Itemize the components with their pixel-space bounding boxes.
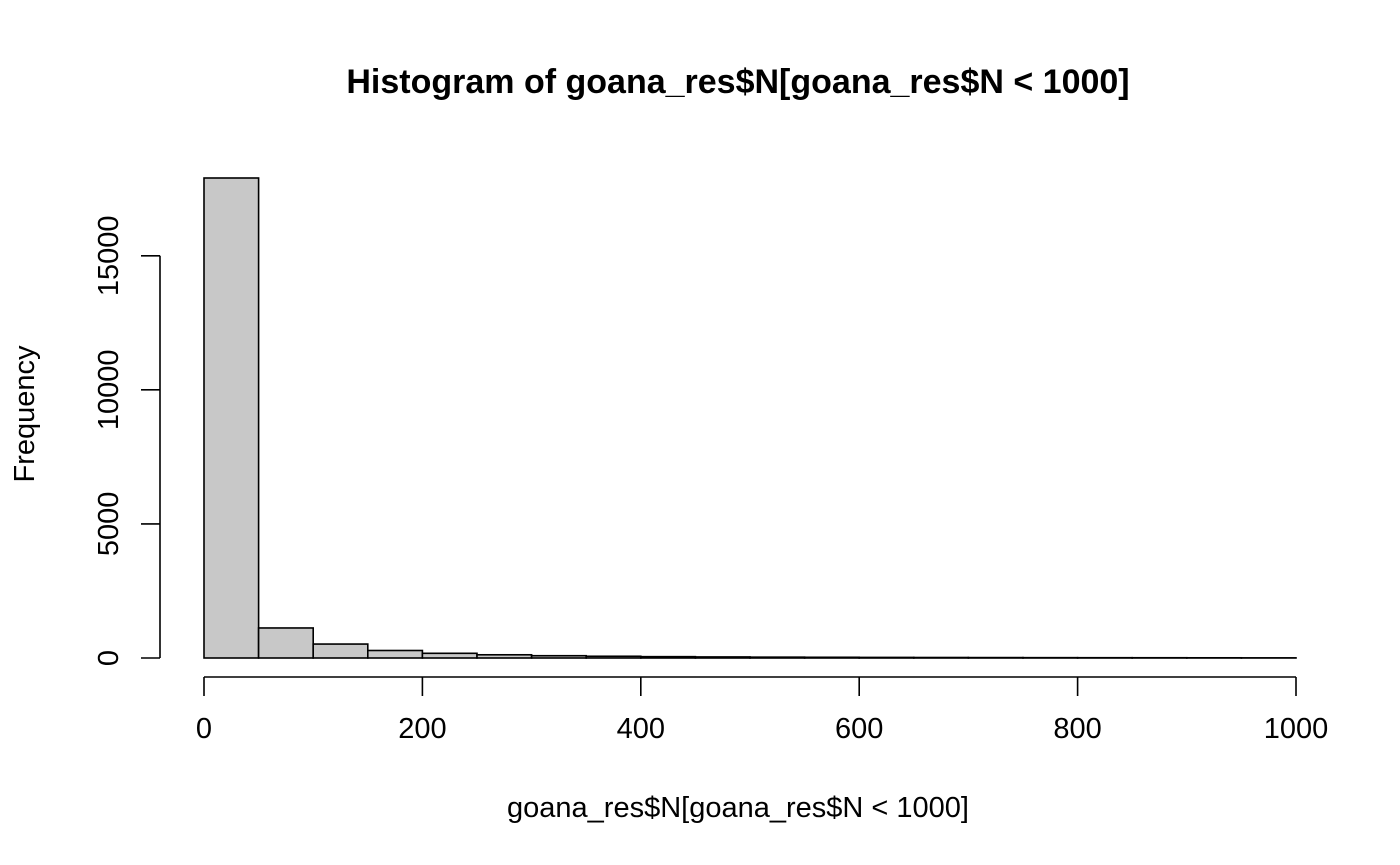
histogram-bar bbox=[312, 643, 369, 659]
histogram-bar bbox=[749, 656, 806, 659]
x-tick-label: 1000 bbox=[1264, 713, 1329, 745]
y-axis-label: Frequency bbox=[9, 345, 41, 483]
x-tick-label: 400 bbox=[617, 713, 665, 745]
x-tick-label: 600 bbox=[835, 713, 883, 745]
histogram-bar bbox=[366, 649, 424, 659]
histogram-bar bbox=[421, 652, 478, 659]
y-axis: 0 5000 10000 15000 bbox=[93, 215, 161, 666]
x-tick-label: 200 bbox=[398, 713, 446, 745]
histogram-bar bbox=[694, 656, 751, 659]
histogram-bar bbox=[203, 177, 260, 659]
histogram-bar bbox=[803, 656, 860, 659]
histogram-bars bbox=[203, 177, 1297, 659]
histogram-bar bbox=[257, 627, 315, 659]
y-tick-label: 15000 bbox=[93, 215, 125, 296]
histogram-bar bbox=[476, 653, 533, 659]
x-axis: 0 200 400 600 800 1000 bbox=[196, 676, 1329, 745]
histogram-bar bbox=[585, 655, 642, 659]
x-tick-label: 800 bbox=[1053, 713, 1101, 745]
chart-title: Histogram of goana_res$N[goana_res$N < 1… bbox=[346, 63, 1129, 101]
histogram-bar bbox=[858, 656, 915, 659]
histogram-bar bbox=[530, 654, 587, 659]
x-axis-label: goana_res$N[goana_res$N < 1000] bbox=[507, 792, 969, 824]
histogram-bar bbox=[912, 656, 970, 659]
y-tick-label: 5000 bbox=[93, 492, 125, 557]
x-tick-label: 0 bbox=[196, 713, 212, 745]
y-tick-label: 10000 bbox=[93, 350, 125, 431]
y-tick-label: 0 bbox=[93, 650, 125, 666]
histogram-bar bbox=[639, 655, 697, 659]
